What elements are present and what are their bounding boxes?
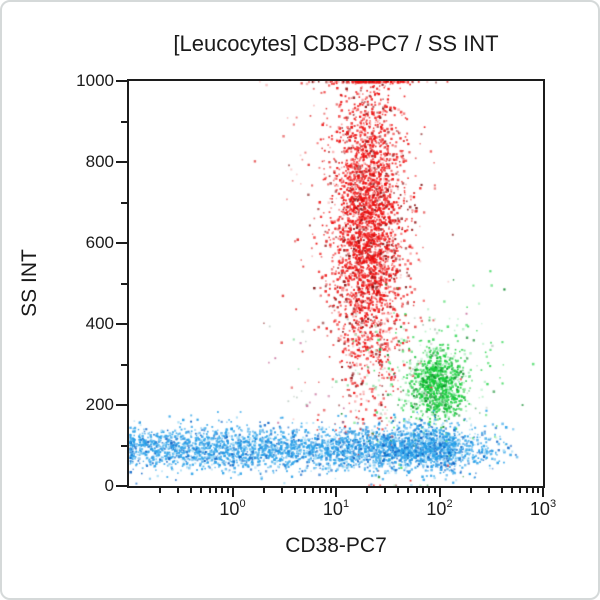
x-minor-tick [384, 488, 387, 493]
x-minor-tick [330, 488, 333, 493]
x-minor-tick [366, 488, 369, 493]
x-tick-label: 100 [219, 498, 246, 519]
y-tick-label: 200 [85, 395, 114, 414]
x-minor-tick [531, 488, 534, 493]
x-minor-tick [487, 488, 490, 493]
x-minor-tick [262, 488, 265, 493]
y-tick-label: 1000 [76, 71, 114, 90]
y-tick-label: 600 [85, 233, 114, 252]
y-tick-label: 0 [104, 476, 114, 495]
x-minor-tick [303, 488, 306, 493]
y-minor-tick [121, 363, 127, 366]
x-minor-tick [537, 488, 540, 493]
y-major-tick [116, 161, 127, 163]
y-minor-tick [121, 120, 127, 123]
x-minor-tick [215, 488, 218, 493]
y-minor-tick [121, 444, 127, 447]
x-minor-tick [397, 488, 400, 493]
y-minor-tick [121, 201, 127, 204]
x-minor-tick [500, 488, 503, 493]
x-minor-tick [226, 488, 229, 493]
y-major-tick [116, 80, 127, 82]
y-tick-label: 800 [85, 152, 114, 171]
x-minor-tick [519, 488, 522, 493]
x-minor-tick [177, 488, 180, 493]
x-minor-tick [469, 488, 472, 493]
x-minor-tick [525, 488, 528, 493]
x-minor-tick [221, 488, 224, 493]
x-tick-label: 102 [426, 498, 453, 519]
x-minor-tick [208, 488, 211, 493]
y-major-tick [116, 242, 127, 244]
x-minor-tick [190, 488, 193, 493]
y-axis-label: SS INT [18, 249, 41, 317]
x-major-tick [542, 488, 544, 497]
x-minor-tick [159, 488, 162, 493]
x-minor-tick [280, 488, 283, 493]
x-major-tick [231, 488, 234, 497]
y-major-tick [116, 485, 127, 487]
x-major-tick [438, 488, 441, 497]
x-minor-tick [428, 488, 431, 493]
x-minor-tick [200, 488, 203, 493]
x-minor-tick [312, 488, 315, 493]
y-tick-label: 400 [85, 314, 114, 333]
x-minor-tick [318, 488, 321, 493]
y-major-tick [116, 323, 127, 325]
plot-area [127, 79, 545, 488]
x-minor-tick [324, 488, 327, 493]
chart-title: [Leucocytes] CD38-PC7 / SS INT [173, 31, 499, 56]
x-minor-tick [422, 488, 425, 493]
x-minor-tick [407, 488, 410, 493]
x-minor-tick [415, 488, 418, 493]
x-tick-label: 103 [529, 498, 557, 519]
x-major-tick [335, 488, 337, 497]
x-axis-label: CD38-PC7 [285, 534, 387, 557]
scatter-canvas [129, 81, 543, 486]
x-tick-label: 101 [322, 498, 350, 519]
y-minor-tick [121, 282, 127, 285]
x-minor-tick [293, 488, 296, 493]
y-major-tick [116, 404, 127, 406]
x-minor-tick [433, 488, 436, 493]
x-minor-tick [510, 488, 513, 493]
